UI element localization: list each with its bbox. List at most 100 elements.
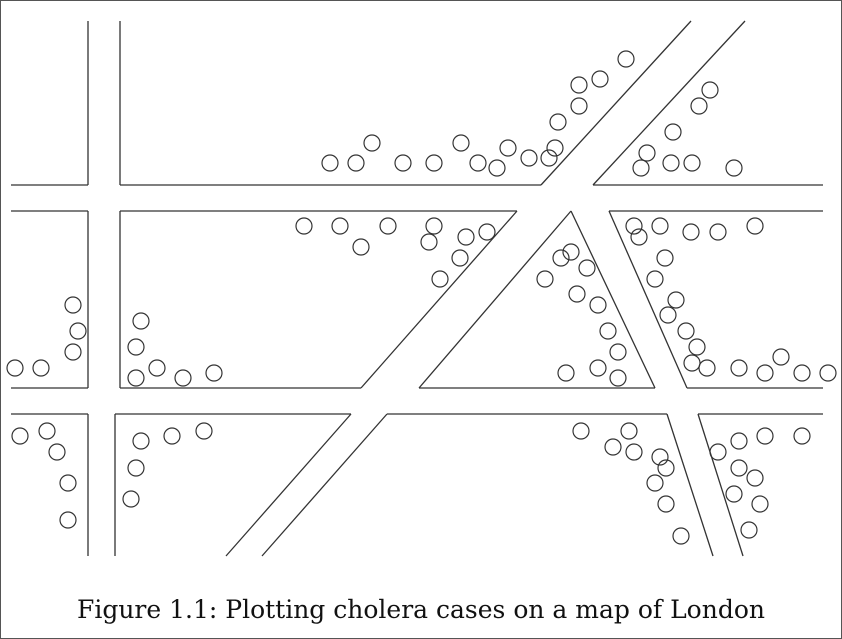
cholera-case-marker (431, 270, 449, 288)
cholera-case-marker (549, 113, 567, 131)
cholera-case-marker (657, 495, 675, 513)
cholera-case-marker (570, 97, 588, 115)
cholera-case-marker (620, 422, 638, 440)
cholera-case-marker (617, 50, 635, 68)
cholera-case-marker (751, 495, 769, 513)
cholera-case-marker (546, 139, 564, 157)
cholera-case-marker (651, 217, 669, 235)
cholera-case-marker (709, 223, 727, 241)
cholera-case-marker (64, 343, 82, 361)
cholera-case-marker (557, 364, 575, 382)
cholera-case-marker (725, 485, 743, 503)
cholera-case-marker (793, 427, 811, 445)
cholera-case-marker (127, 338, 145, 356)
cholera-case-marker (589, 359, 607, 377)
cholera-map (6, 20, 837, 557)
cholera-case-marker (122, 490, 140, 508)
street-outlines (11, 20, 823, 557)
cholera-case-marker (632, 159, 650, 177)
cholera-case-marker (38, 422, 56, 440)
cholera-case-marker (646, 270, 664, 288)
cholera-case-marker (578, 259, 596, 277)
cholera-case-marker (609, 369, 627, 387)
street-edge (540, 20, 692, 186)
cholera-case-marker (6, 359, 24, 377)
cholera-case-marker (536, 270, 554, 288)
street-edge (225, 413, 352, 557)
street-edge (608, 210, 688, 389)
cholera-case-marker (451, 249, 469, 267)
cholera-case-marker (651, 448, 669, 466)
cholera-case-marker (756, 427, 774, 445)
cholera-case-marker (195, 422, 213, 440)
cholera-case-marker (740, 521, 758, 539)
cholera-case-marker (746, 469, 764, 487)
cholera-case-marker (630, 228, 648, 246)
cholera-case-marker (469, 154, 487, 172)
cholera-case-marker (457, 228, 475, 246)
cholera-case-marker (132, 312, 150, 330)
cholera-case-marker (127, 369, 145, 387)
cholera-case-marker (682, 223, 700, 241)
cholera-case-marker (756, 364, 774, 382)
cholera-case-marker (163, 427, 181, 445)
cholera-case-marker (609, 343, 627, 361)
cholera-case-marker (352, 238, 370, 256)
cholera-case-marker (488, 159, 506, 177)
cholera-case-marker (48, 443, 66, 461)
cholera-case-marker (331, 217, 349, 235)
cholera-case-marker (205, 364, 223, 382)
cholera-case-marker (656, 249, 674, 267)
cholera-case-marker (363, 134, 381, 152)
cholera-case-marker (11, 427, 29, 445)
cholera-case-marker (379, 217, 397, 235)
cholera-case-marker (59, 511, 77, 529)
cholera-case-marker (657, 459, 675, 477)
cholera-case-marker (32, 359, 50, 377)
cholera-case-marker (625, 217, 643, 235)
cholera-case-marker (730, 432, 748, 450)
cholera-case-marker (295, 217, 313, 235)
cholera-case-marker (540, 149, 558, 167)
street-edge (360, 210, 518, 389)
cholera-case-marker (64, 296, 82, 314)
cholera-case-marker (478, 223, 496, 241)
cholera-case-marker (425, 217, 443, 235)
cholera-case-marker (572, 422, 590, 440)
cholera-case-marker (347, 154, 365, 172)
cholera-case-marker (672, 527, 690, 545)
cholera-case-marker (425, 154, 443, 172)
cholera-case-marker (599, 322, 617, 340)
cholera-case-marker (730, 459, 748, 477)
street-edge (418, 210, 572, 389)
cholera-case-marker (148, 359, 166, 377)
cholera-case-marker (667, 291, 685, 309)
cholera-case-marker (132, 432, 150, 450)
street-edge (261, 413, 388, 557)
street-edge (697, 413, 744, 557)
cholera-case-marker (452, 134, 470, 152)
cholera-case-marker (59, 474, 77, 492)
cholera-case-marker (625, 443, 643, 461)
cholera-case-marker (69, 322, 87, 340)
cholera-case-marker (568, 285, 586, 303)
cholera-case-marker (683, 154, 701, 172)
cholera-case-marker (420, 233, 438, 251)
cholera-case-marker (698, 359, 716, 377)
cholera-case-marker (591, 70, 609, 88)
cholera-case-marker (321, 154, 339, 172)
cholera-case-marker (725, 159, 743, 177)
cholera-case-marker (664, 123, 682, 141)
cholera-case-marker (638, 144, 656, 162)
cholera-case-marker (819, 364, 837, 382)
cholera-case-marker (772, 348, 790, 366)
cholera-case-marker (677, 322, 695, 340)
street-edge (570, 210, 656, 389)
cholera-case-marker (688, 338, 706, 356)
cholera-case-marker (683, 354, 701, 372)
cholera-case-marker (604, 438, 622, 456)
cholera-case-marker (499, 139, 517, 157)
cholera-case-marker (701, 81, 719, 99)
cholera-case-marker (662, 154, 680, 172)
